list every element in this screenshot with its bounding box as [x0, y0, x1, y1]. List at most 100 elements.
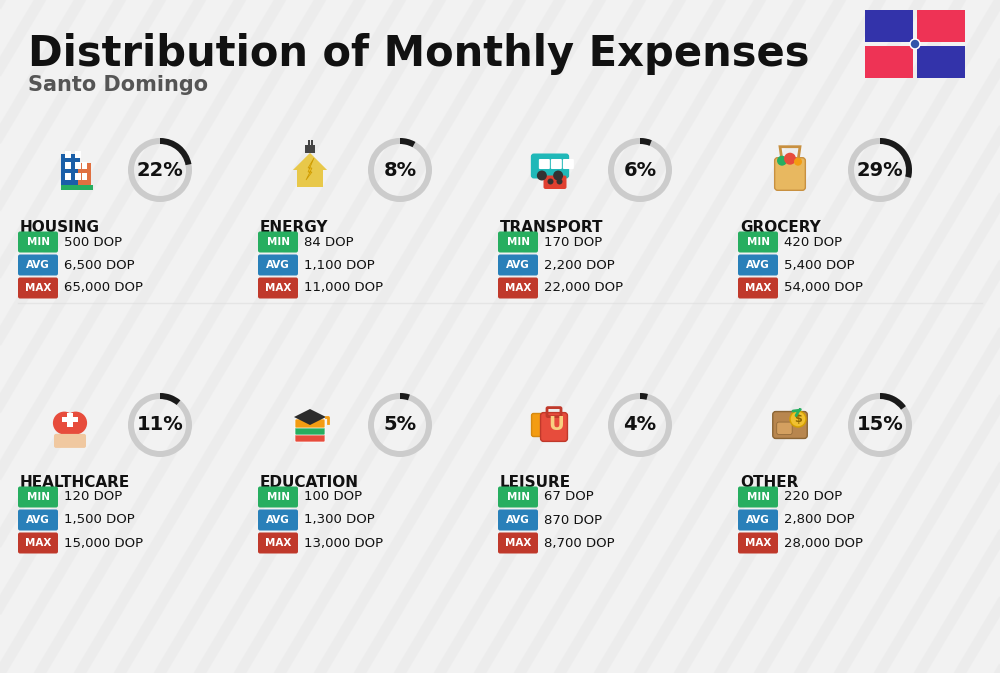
FancyBboxPatch shape	[295, 433, 325, 442]
Text: LEISURE: LEISURE	[500, 475, 571, 490]
FancyBboxPatch shape	[54, 434, 86, 448]
FancyBboxPatch shape	[531, 153, 569, 178]
Wedge shape	[160, 138, 191, 165]
Bar	[308, 140, 310, 145]
FancyBboxPatch shape	[865, 46, 913, 78]
Bar	[82, 173, 87, 180]
Text: AVG: AVG	[266, 515, 290, 525]
Text: 1,100 DOP: 1,100 DOP	[304, 258, 375, 271]
Text: ENERGY: ENERGY	[260, 220, 328, 235]
Bar	[297, 170, 323, 187]
Wedge shape	[368, 393, 432, 457]
Bar	[305, 415, 315, 421]
Text: 6,500 DOP: 6,500 DOP	[64, 258, 135, 271]
FancyBboxPatch shape	[738, 277, 778, 299]
Text: 2,200 DOP: 2,200 DOP	[544, 258, 615, 271]
Bar	[60, 154, 80, 186]
FancyBboxPatch shape	[18, 487, 58, 507]
Bar	[64, 151, 70, 158]
FancyBboxPatch shape	[544, 176, 566, 189]
FancyBboxPatch shape	[258, 232, 298, 252]
Wedge shape	[400, 393, 410, 400]
Bar	[67, 413, 73, 427]
Text: MIN: MIN	[507, 237, 530, 247]
Circle shape	[64, 412, 87, 434]
FancyBboxPatch shape	[258, 487, 298, 507]
Wedge shape	[128, 393, 192, 457]
Text: EDUCATION: EDUCATION	[260, 475, 359, 490]
Circle shape	[53, 412, 76, 434]
FancyBboxPatch shape	[498, 232, 538, 252]
Text: MIN: MIN	[266, 237, 290, 247]
Text: 29%: 29%	[857, 160, 903, 180]
FancyBboxPatch shape	[18, 254, 58, 275]
Text: MAX: MAX	[505, 283, 531, 293]
Wedge shape	[608, 393, 672, 457]
Text: 6%: 6%	[623, 160, 657, 180]
FancyBboxPatch shape	[775, 157, 805, 190]
Polygon shape	[293, 153, 327, 170]
FancyBboxPatch shape	[258, 277, 298, 299]
FancyBboxPatch shape	[18, 509, 58, 530]
Circle shape	[553, 170, 563, 180]
FancyBboxPatch shape	[18, 277, 58, 299]
Circle shape	[912, 40, 918, 48]
Bar	[74, 162, 80, 169]
Text: 100 DOP: 100 DOP	[304, 491, 362, 503]
Text: 500 DOP: 500 DOP	[64, 236, 122, 248]
Text: HEALTHCARE: HEALTHCARE	[20, 475, 130, 490]
Text: MIN: MIN	[266, 492, 290, 502]
Text: MIN: MIN	[746, 492, 770, 502]
Text: 11%: 11%	[137, 415, 183, 435]
FancyBboxPatch shape	[738, 532, 778, 553]
Text: MAX: MAX	[25, 538, 51, 548]
Text: AVG: AVG	[26, 260, 50, 270]
Circle shape	[556, 178, 562, 184]
FancyBboxPatch shape	[258, 509, 298, 530]
Text: 15%: 15%	[857, 415, 903, 435]
FancyBboxPatch shape	[532, 413, 551, 437]
Wedge shape	[368, 138, 432, 202]
Wedge shape	[848, 393, 912, 457]
FancyBboxPatch shape	[551, 159, 562, 169]
Wedge shape	[400, 138, 415, 147]
Text: Distribution of Monthly Expenses: Distribution of Monthly Expenses	[28, 33, 810, 75]
Bar	[305, 145, 315, 153]
Polygon shape	[306, 158, 314, 180]
Circle shape	[537, 170, 547, 180]
FancyBboxPatch shape	[773, 412, 807, 438]
Text: AVG: AVG	[266, 260, 290, 270]
Wedge shape	[640, 138, 652, 146]
Text: 8,700 DOP: 8,700 DOP	[544, 536, 615, 549]
FancyBboxPatch shape	[738, 232, 778, 252]
FancyBboxPatch shape	[738, 254, 778, 275]
Bar	[82, 162, 87, 169]
Text: AVG: AVG	[506, 515, 530, 525]
Text: MIN: MIN	[507, 492, 530, 502]
Text: 2,800 DOP: 2,800 DOP	[784, 513, 855, 526]
FancyBboxPatch shape	[498, 487, 538, 507]
Text: MAX: MAX	[25, 283, 51, 293]
FancyBboxPatch shape	[498, 532, 538, 553]
FancyBboxPatch shape	[258, 254, 298, 275]
Circle shape	[777, 155, 787, 166]
FancyBboxPatch shape	[917, 46, 965, 78]
FancyBboxPatch shape	[738, 509, 778, 530]
Text: AVG: AVG	[26, 515, 50, 525]
FancyBboxPatch shape	[777, 422, 792, 435]
Text: 67 DOP: 67 DOP	[544, 491, 594, 503]
Text: MIN: MIN	[746, 237, 770, 247]
Text: Santo Domingo: Santo Domingo	[28, 75, 208, 95]
Wedge shape	[128, 138, 192, 202]
Bar	[64, 162, 70, 169]
Text: 8%: 8%	[383, 160, 417, 180]
FancyBboxPatch shape	[18, 532, 58, 553]
Bar	[64, 173, 70, 180]
Text: GROCERY: GROCERY	[740, 220, 821, 235]
Text: 65,000 DOP: 65,000 DOP	[64, 281, 143, 295]
Text: MAX: MAX	[745, 283, 771, 293]
FancyBboxPatch shape	[18, 232, 58, 252]
Text: 54,000 DOP: 54,000 DOP	[784, 281, 863, 295]
Wedge shape	[880, 138, 912, 178]
Text: MIN: MIN	[26, 237, 50, 247]
